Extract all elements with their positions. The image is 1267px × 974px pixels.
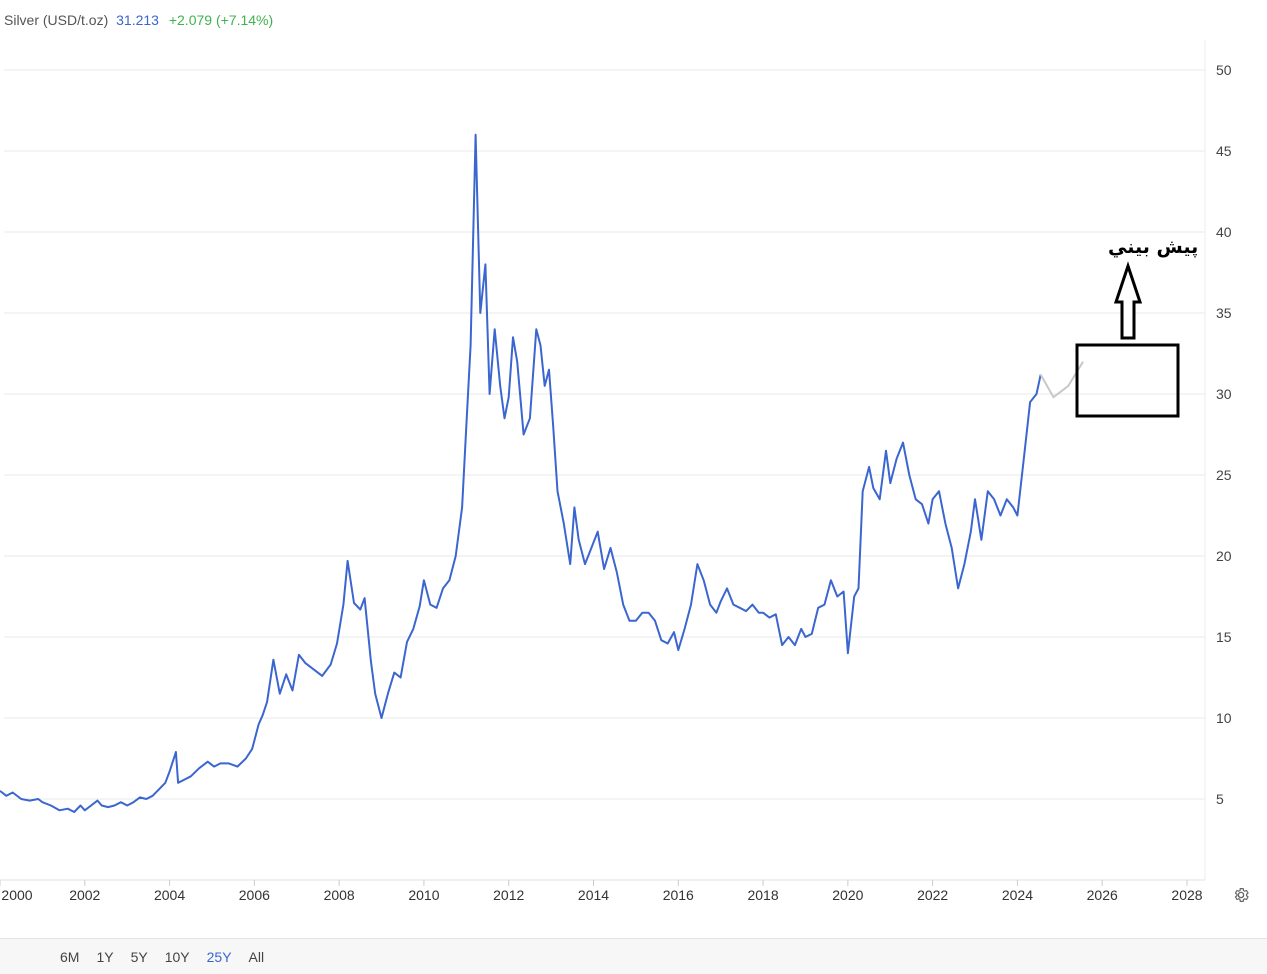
- x-tick-label: 2018: [747, 887, 778, 903]
- y-tick-label: 35: [1216, 305, 1232, 321]
- instrument-name: Silver (USD/t.oz): [4, 12, 109, 28]
- range-selector-bar: 6M 1Y 5Y 10Y 25Y All: [0, 938, 1267, 974]
- y-axis: 5 10 15 20 25 30 35 40 45 50: [1216, 62, 1232, 807]
- grid-lines: [0, 40, 1206, 886]
- gear-icon[interactable]: [1232, 886, 1250, 904]
- x-tick-label: 2002: [69, 887, 100, 903]
- range-buttons: 6M 1Y 5Y 10Y 25Y All: [60, 949, 281, 965]
- y-tick-label: 40: [1216, 224, 1232, 240]
- y-tick-label: 20: [1216, 548, 1232, 564]
- x-tick-label: 2026: [1087, 887, 1118, 903]
- forecast-annotation-shapes: [1075, 261, 1180, 418]
- x-tick-label: 2006: [239, 887, 270, 903]
- x-tick-label: 2022: [917, 887, 948, 903]
- forecast-label: پيش بيني: [1108, 236, 1199, 258]
- range-button-10y[interactable]: 10Y: [164, 949, 190, 965]
- x-tick-label: 2000: [1, 887, 32, 903]
- chart-header: Silver (USD/t.oz) 31.213 +2.079 (+7.14%): [4, 12, 273, 28]
- y-tick-label: 10: [1216, 710, 1232, 726]
- x-tick-label: 2020: [832, 887, 863, 903]
- x-tick-label: 2016: [663, 887, 694, 903]
- y-tick-label: 50: [1216, 62, 1232, 78]
- y-tick-label: 25: [1216, 467, 1232, 483]
- up-arrow-icon: [1113, 261, 1143, 340]
- y-tick-label: 45: [1216, 143, 1232, 159]
- forecast-highlight-box: [1075, 343, 1180, 418]
- price-change: +2.079 (+7.14%): [168, 12, 274, 28]
- x-axis: 2000 2002 2004 2006 2008 2010 2012 2014 2016 2018…: [1, 887, 1202, 903]
- x-tick-label: 2008: [324, 887, 355, 903]
- current-price: 31.213: [116, 12, 159, 28]
- range-button-all[interactable]: All: [248, 949, 265, 965]
- line-chart[interactable]: 5 10 15 20 25 30 35 40 45 50 2000 2002 2004 2006 2008…: [0, 0, 1267, 935]
- range-button-5y[interactable]: 5Y: [130, 949, 148, 965]
- x-tick-label: 2014: [578, 887, 609, 903]
- y-tick-label: 5: [1216, 791, 1224, 807]
- x-tick-label: 2024: [1002, 887, 1033, 903]
- x-tick-label: 2028: [1171, 887, 1202, 903]
- range-button-6m[interactable]: 6M: [60, 949, 80, 965]
- y-tick-label: 15: [1216, 629, 1232, 645]
- range-button-1y[interactable]: 1Y: [96, 949, 114, 965]
- range-button-25y[interactable]: 25Y: [206, 949, 232, 965]
- x-tick-label: 2004: [154, 887, 185, 903]
- x-tick-label: 2010: [408, 887, 439, 903]
- series-group: [0, 133, 1084, 813]
- y-tick-label: 30: [1216, 386, 1232, 402]
- price-series-line: [0, 133, 1042, 813]
- x-tick-label: 2012: [493, 887, 524, 903]
